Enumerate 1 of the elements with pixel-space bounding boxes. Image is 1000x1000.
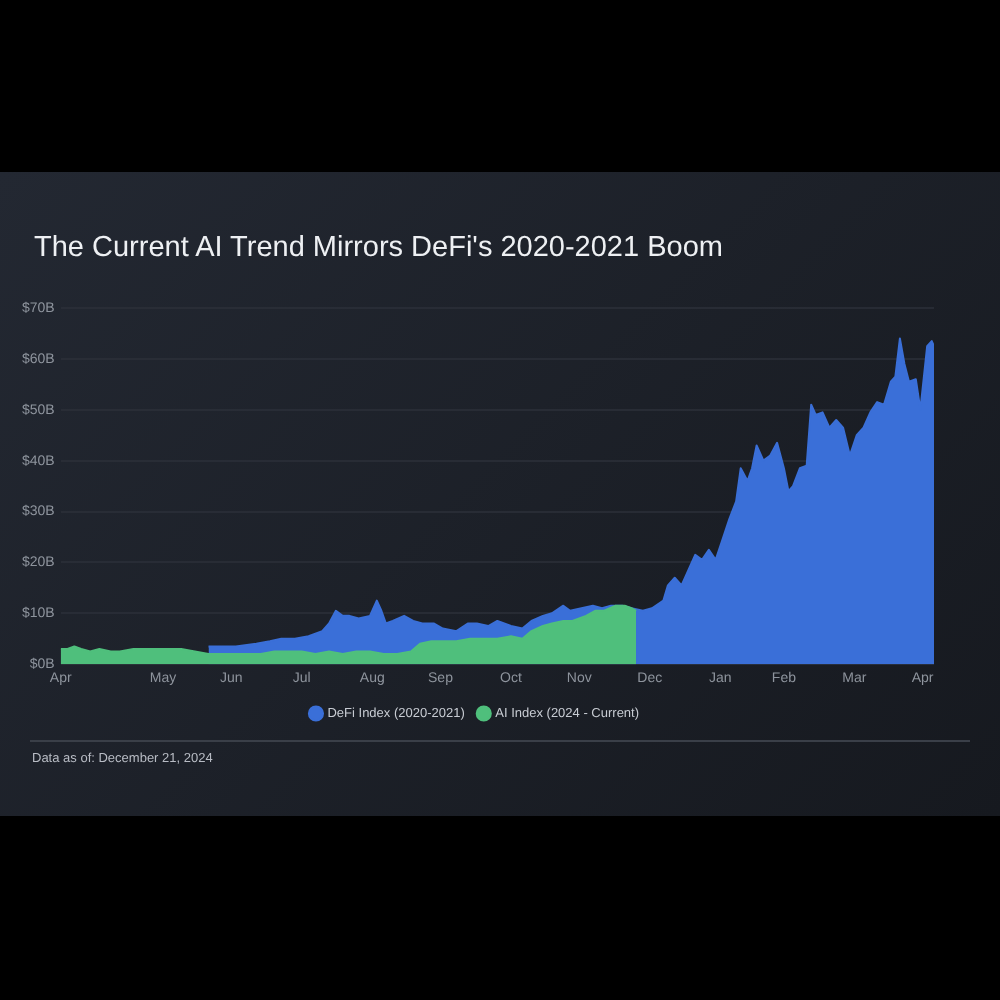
chart-title: The Current AI Trend Mirrors DeFi's 2020-2021 Boom bbox=[34, 232, 723, 264]
